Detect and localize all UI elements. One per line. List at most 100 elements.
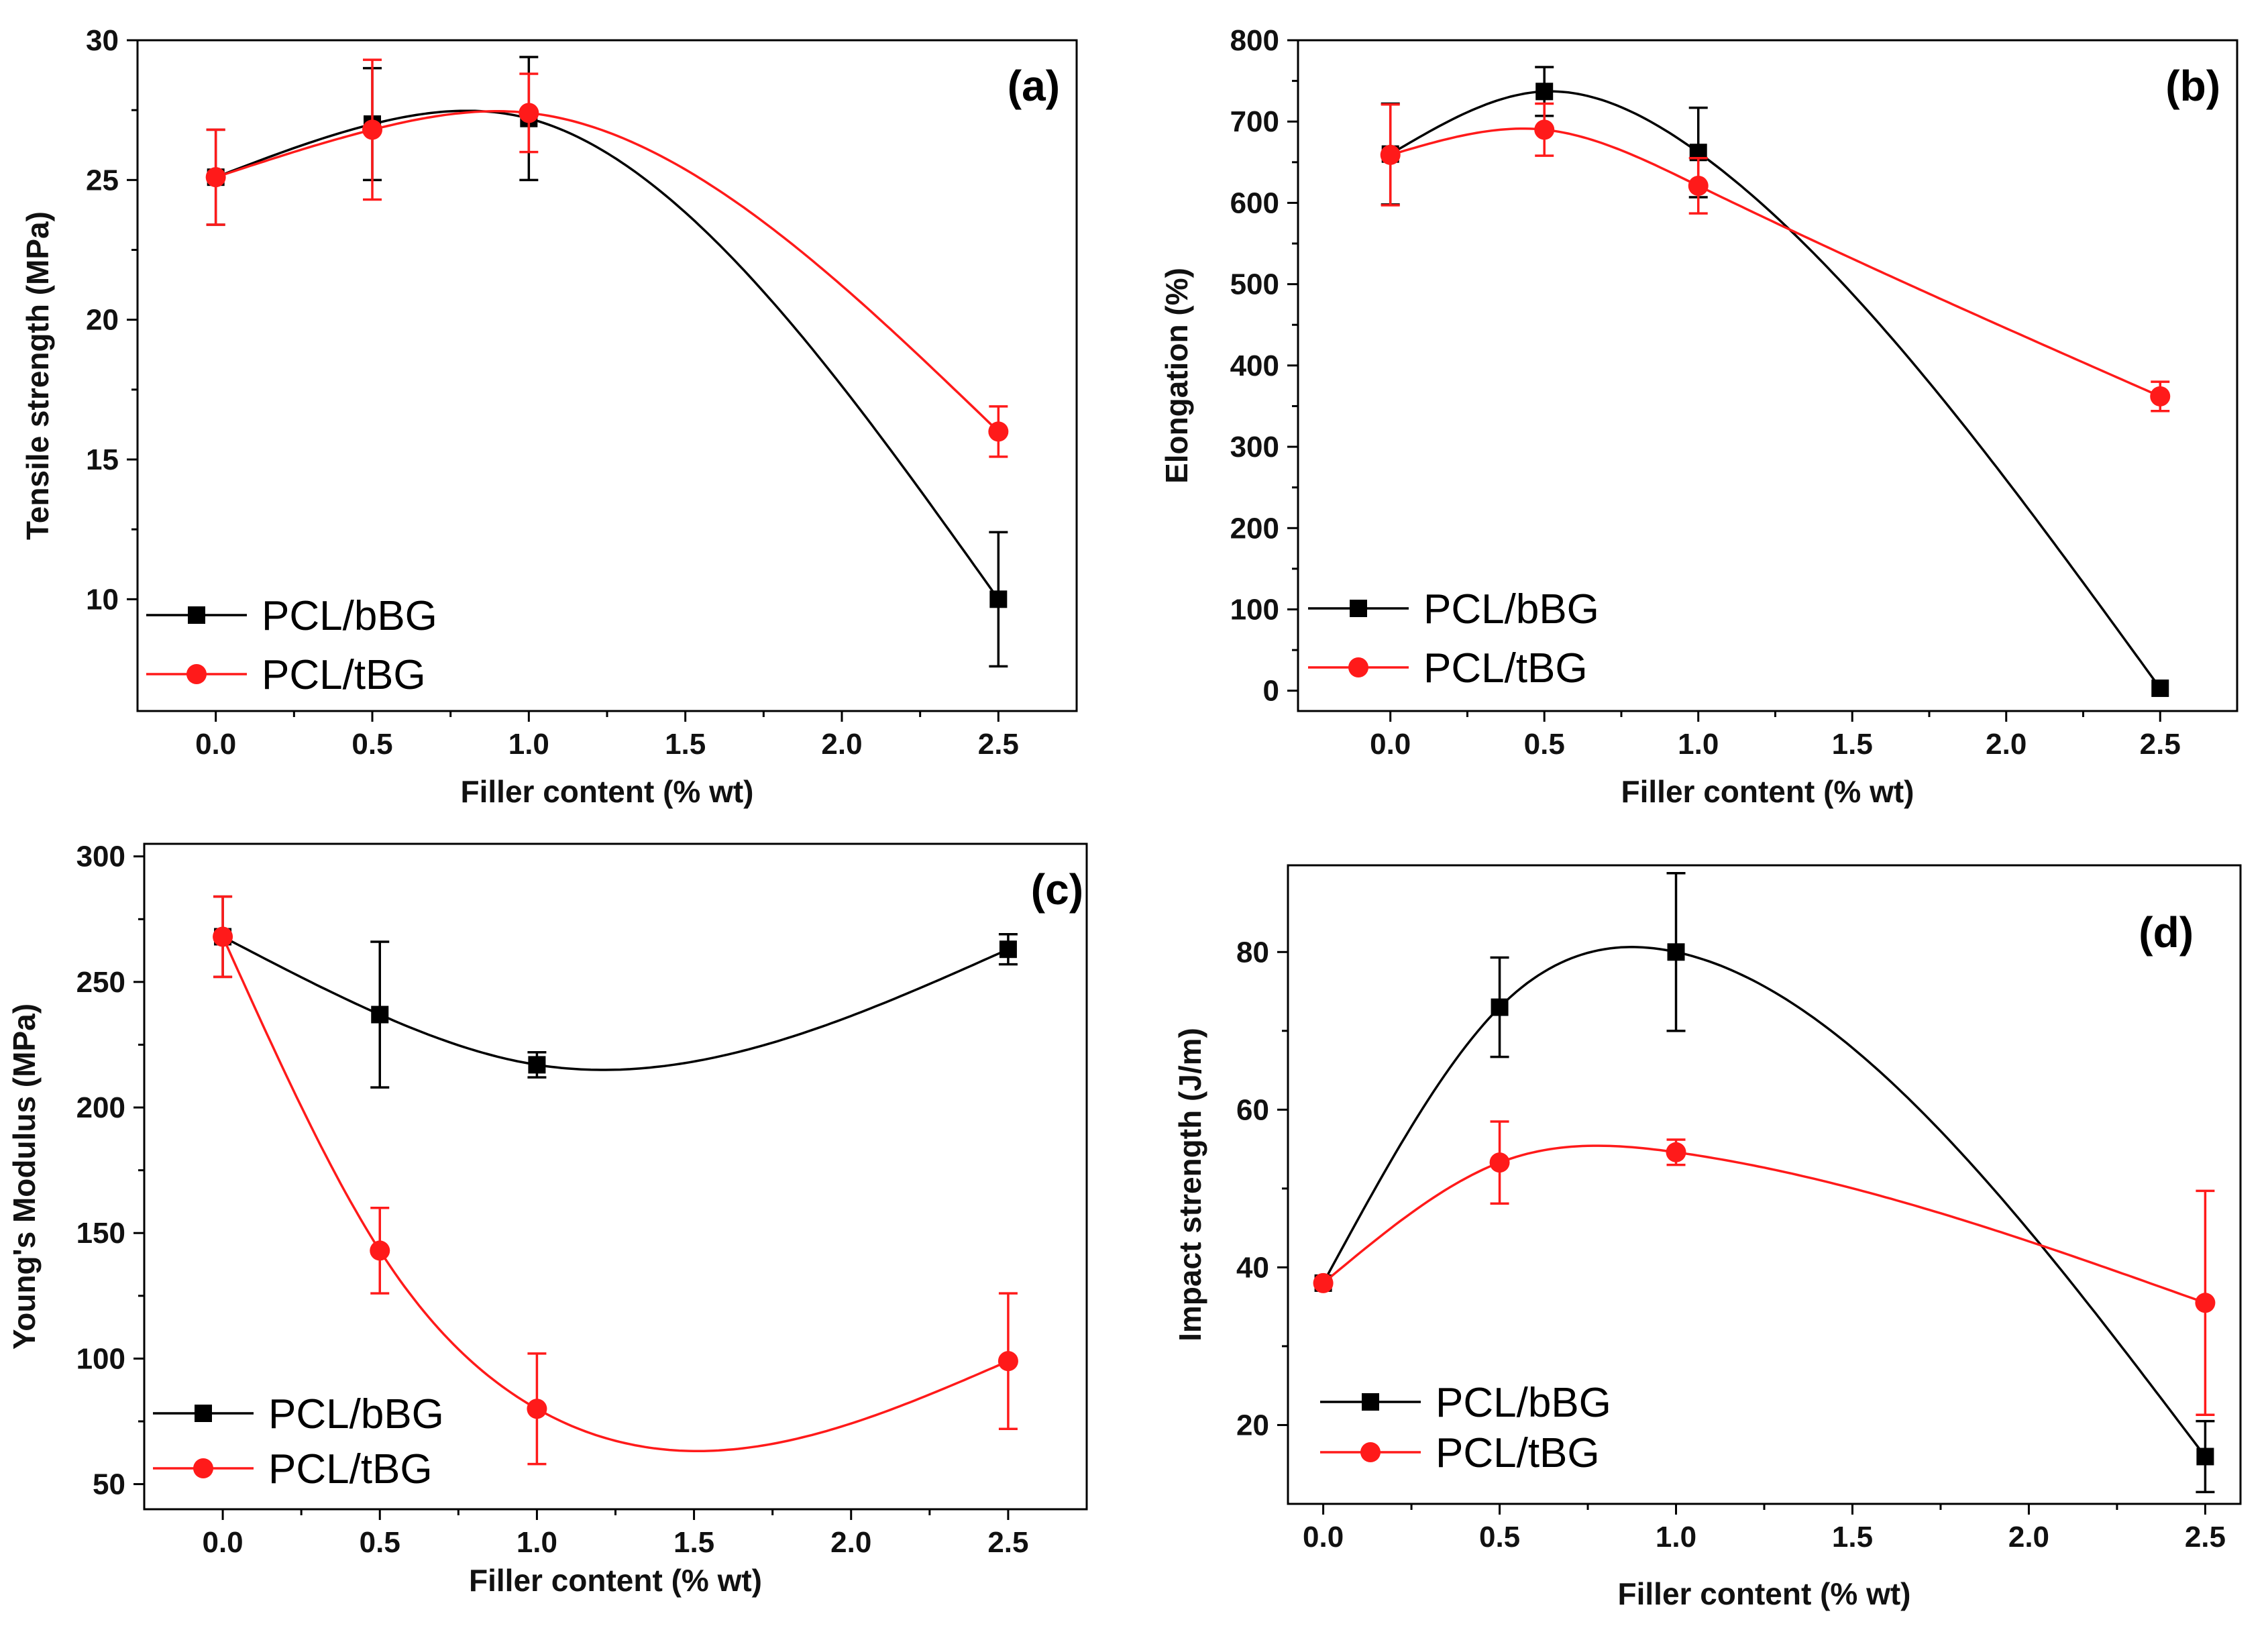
y-tick-label: 50 (93, 1468, 125, 1501)
data-point (371, 1005, 389, 1024)
series-line (1389, 90, 2161, 690)
x-tick-label: 0.0 (1303, 1521, 1344, 1554)
legend-label: PCL/bBG (268, 1391, 444, 1437)
data-point (519, 103, 539, 123)
y-tick-label: 200 (1230, 512, 1279, 545)
data-point (1491, 998, 1509, 1016)
legend-label: PCL/tBG (1436, 1430, 1600, 1476)
legend-marker (1360, 1442, 1381, 1462)
x-tick-label: 2.0 (1986, 728, 2027, 761)
x-tick-label: 0.0 (195, 728, 236, 761)
y-tick-label: 15 (86, 443, 119, 476)
chart-panel: 0.0 0.5 1.0 1.5 2.0 2.5 10 15 20 25 30 Filler conte… (20, 24, 1078, 809)
data-point (2196, 1448, 2214, 1466)
data-point (1534, 119, 1555, 140)
y-tick-label: 0 (1263, 675, 1279, 708)
data-point (528, 1056, 546, 1074)
series-pcl-tbg (205, 58, 1009, 458)
chart-panel: 0.0 0.5 1.0 1.5 2.0 2.5 0 100 200 300 400 500 600 700… (1159, 24, 2238, 809)
series-line (215, 109, 1000, 600)
plot-frame (1297, 39, 2238, 712)
series-pcl-tbg (1380, 102, 2171, 413)
series-line (215, 110, 1000, 433)
y-tick-label: 400 (1230, 349, 1279, 382)
x-tick-label: 2.5 (2140, 728, 2181, 761)
legend-label: PCL/tBG (268, 1446, 433, 1492)
legend-marker (186, 664, 207, 684)
x-tick-label: 2.0 (830, 1526, 871, 1559)
data-point (213, 926, 233, 947)
x-tick-label: 1.5 (1832, 1521, 1873, 1554)
y-axis-title: Tensile strength (MPa) (20, 211, 55, 540)
series-line (1322, 1144, 2206, 1304)
panel-label: (d) (2139, 908, 2194, 957)
series-line (1390, 127, 2161, 398)
data-point (2195, 1293, 2216, 1313)
x-axis-title: Filler content (% wt) (469, 1563, 762, 1598)
data-point (2150, 386, 2171, 406)
data-point (205, 167, 226, 188)
data-point (370, 1240, 390, 1261)
y-tick-label: 250 (76, 966, 125, 999)
y-tick-label: 150 (76, 1217, 125, 1250)
legend-marker (1348, 657, 1368, 677)
x-tick-label: 0.5 (360, 1526, 400, 1559)
y-axis-title: Impact strength (J/m) (1173, 1028, 1207, 1342)
y-tick-label: 20 (86, 304, 119, 337)
x-tick-label: 1.0 (508, 728, 549, 761)
data-point (999, 940, 1017, 959)
y-tick-label: 20 (1236, 1409, 1269, 1441)
legend-label: PCL/bBG (1423, 586, 1599, 633)
y-axis-title: Young's Modulus (MPa) (7, 1003, 42, 1350)
legend-marker (195, 1405, 212, 1422)
x-axis-title: Filler content (% wt) (1618, 1576, 1911, 1611)
series-pcl-tbg (213, 895, 1018, 1466)
panel-label: (a) (1008, 62, 1060, 110)
x-tick-label: 0.5 (1479, 1521, 1520, 1554)
x-tick-label: 1.0 (1656, 1521, 1696, 1554)
y-tick-label: 60 (1236, 1093, 1269, 1126)
y-tick-label: 25 (86, 164, 119, 197)
legend: PCL/bBG PCL/tBG (153, 1391, 444, 1492)
y-tick-label: 500 (1230, 268, 1279, 301)
y-tick-label: 100 (1230, 593, 1279, 626)
legend-label: PCL/bBG (262, 593, 437, 639)
y-tick-label: 800 (1230, 24, 1279, 57)
x-tick-label: 1.5 (1832, 728, 1873, 761)
data-point (1535, 83, 1554, 101)
series-line (221, 936, 1009, 1453)
x-tick-label: 1.5 (665, 728, 706, 761)
x-tick-label: 2.5 (987, 1526, 1028, 1559)
y-tick-label: 600 (1230, 186, 1279, 219)
legend: PCL/bBG PCL/tBG (146, 593, 437, 698)
data-point (997, 1351, 1018, 1372)
panel-label: (b) (2165, 62, 2220, 110)
data-point (362, 119, 382, 140)
chart-panel: 0.0 0.5 1.0 1.5 2.0 2.5 50 100 150 200 250 300 Fille… (7, 840, 1088, 1598)
y-tick-label: 30 (86, 24, 119, 57)
x-axis-title: Filler content (% wt) (1621, 774, 1914, 809)
x-tick-label: 1.5 (673, 1526, 714, 1559)
x-tick-label: 0.0 (1370, 728, 1411, 761)
data-point (1313, 1272, 1334, 1293)
x-tick-label: 2.0 (2008, 1521, 2049, 1554)
legend-label: PCL/tBG (262, 652, 426, 698)
data-point (2151, 679, 2169, 698)
series-pcl-tbg (1313, 1120, 2216, 1416)
panel-label: (c) (1031, 865, 1083, 914)
series-line (222, 935, 1009, 1071)
x-axis-title: Filler content (% wt) (461, 774, 754, 809)
x-tick-label: 1.0 (517, 1526, 557, 1559)
x-tick-label: 2.5 (978, 728, 1019, 761)
y-tick-label: 10 (86, 583, 119, 616)
series-line (1322, 946, 2206, 1458)
x-tick-label: 0.0 (202, 1526, 243, 1559)
legend-label: PCL/bBG (1436, 1380, 1611, 1426)
data-point (1666, 1142, 1686, 1162)
data-point (1688, 175, 1709, 196)
data-point (1489, 1152, 1510, 1173)
legend-marker (188, 606, 205, 624)
